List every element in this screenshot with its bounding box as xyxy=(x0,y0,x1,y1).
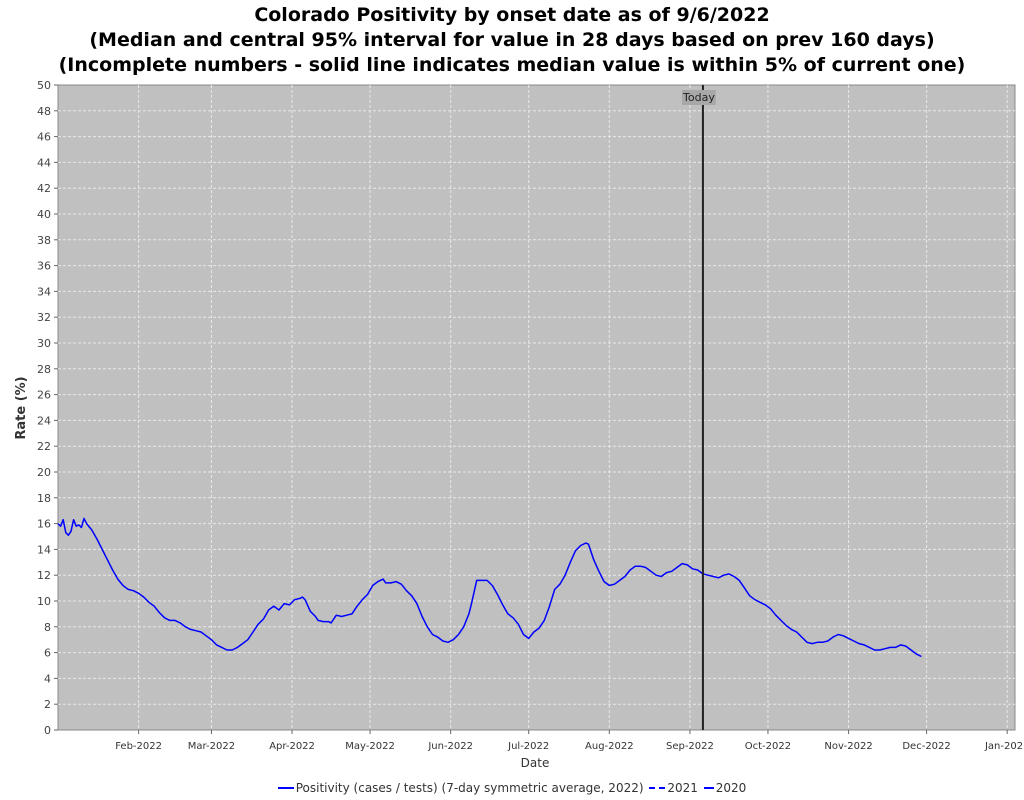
y-tick-label: 4 xyxy=(44,672,51,685)
today-label-bg xyxy=(681,90,716,105)
y-tick-label: 46 xyxy=(37,131,51,144)
today-label: Today xyxy=(682,91,715,104)
series-line xyxy=(57,517,922,658)
legend-label: 2021 xyxy=(667,781,698,795)
y-tick-label: 34 xyxy=(37,285,51,298)
x-tick-label: Jan-2023 xyxy=(984,741,1024,752)
y-tick-label: 36 xyxy=(37,260,51,273)
x-tick-label: Jun-2022 xyxy=(427,741,473,752)
y-tick-label: 40 xyxy=(37,208,51,221)
x-tick-label: Feb-2022 xyxy=(115,741,162,752)
y-tick-label: 18 xyxy=(37,492,51,505)
chart-subtitle-2: (Incomplete numbers - solid line indicat… xyxy=(58,54,966,76)
x-tick-label: May-2022 xyxy=(345,741,395,752)
legend-item-2022: Positivity (cases / tests) (7-day symmet… xyxy=(277,781,644,795)
x-tick-label: Sep-2022 xyxy=(666,741,714,752)
y-tick-label: 14 xyxy=(37,543,51,556)
legend-label: Positivity (cases / tests) (7-day symmet… xyxy=(295,781,644,795)
y-tick-label: 48 xyxy=(37,105,51,118)
legend: Positivity (cases / tests) (7-day symmet… xyxy=(0,781,1024,795)
y-tick-label: 22 xyxy=(37,440,51,453)
legend-item-2021: 2021 xyxy=(649,781,698,795)
y-tick-label: 10 xyxy=(37,595,51,608)
y-tick-label: 30 xyxy=(37,337,51,350)
x-axis: Feb-2022 Mar-2022 Apr-2022 May-2022 Jun-2022… xyxy=(115,730,1024,752)
y-tick-label: 42 xyxy=(37,182,51,195)
legend-swatch xyxy=(649,786,666,789)
today-marker: Today xyxy=(681,85,716,730)
y-tick-label: 24 xyxy=(37,414,51,427)
x-tick-label: Oct-2022 xyxy=(745,741,791,752)
y-tick-label: 38 xyxy=(37,234,51,247)
y-tick-label: 20 xyxy=(37,466,51,479)
y-tick-label: 8 xyxy=(44,621,51,634)
y-axis-label: Rate (%) xyxy=(14,376,29,439)
y-tick-label: 12 xyxy=(37,569,51,582)
y-tick-label: 16 xyxy=(37,518,51,531)
x-tick-label: Aug-2022 xyxy=(585,741,634,752)
y-tick-label: 32 xyxy=(37,311,51,324)
y-tick-label: 2 xyxy=(44,698,51,711)
x-tick-label: Apr-2022 xyxy=(269,741,315,752)
grid xyxy=(58,85,1015,730)
y-tick-label: 6 xyxy=(44,647,51,660)
x-tick-label: Dec-2022 xyxy=(902,741,950,752)
y-tick-label: 0 xyxy=(44,724,51,737)
legend-swatch xyxy=(703,786,714,789)
y-tick-label: 44 xyxy=(37,156,51,169)
legend-label: 2020 xyxy=(715,781,747,795)
y-tick-label: 50 xyxy=(37,79,51,92)
y-axis: 0246810121416182022242628303234363840424… xyxy=(37,79,58,737)
x-axis-label: Date xyxy=(521,756,550,770)
y-tick-label: 26 xyxy=(37,389,51,402)
chart-subtitle: (Median and central 95% interval for val… xyxy=(89,29,935,51)
y-tick-label: 28 xyxy=(37,363,51,376)
x-tick-label: Nov-2022 xyxy=(824,741,872,752)
line-chart: 0246810121416182022242628303234363840424… xyxy=(14,79,1024,770)
legend-item-2020: 2020 xyxy=(703,781,747,795)
chart-title: Colorado Positivity by onset date as of … xyxy=(254,4,770,26)
x-tick-label: Jul-2022 xyxy=(507,741,549,752)
legend-swatch xyxy=(277,786,294,789)
series-layer xyxy=(57,517,922,658)
plot-area xyxy=(57,84,1016,731)
x-tick-label: Mar-2022 xyxy=(188,741,235,752)
